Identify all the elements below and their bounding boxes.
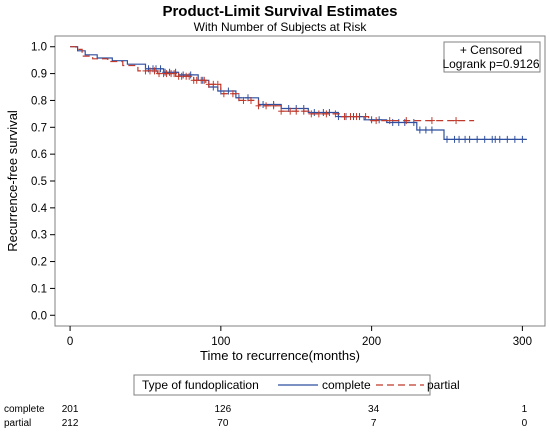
plot-frame — [54, 35, 546, 327]
censor-mark-complete — [326, 109, 333, 117]
censor-mark-complete — [519, 135, 526, 143]
censor-mark-complete — [260, 100, 267, 108]
censor-mark-partial — [332, 110, 339, 118]
censor-mark-partial — [171, 70, 178, 78]
censor-mark-partial — [214, 80, 221, 88]
censor-mark-partial — [341, 113, 348, 121]
censor-mark-partial — [278, 107, 285, 115]
censor-mark-complete — [157, 65, 164, 73]
censor-mark-partial — [263, 102, 270, 110]
censor-mark-partial — [353, 113, 360, 121]
y-tick-label: 0.4 — [31, 203, 48, 215]
censor-mark-complete — [166, 68, 173, 76]
x-tick-label: 100 — [211, 336, 230, 348]
risk-count: 0 — [522, 418, 528, 429]
censor-mark-partial — [373, 117, 380, 125]
censor-mark-complete — [511, 135, 518, 143]
y-axis: 0.0 0.1 0.2 0.3 0.4 0.5 0.6 0.7 0.8 0.9 1.0 — [31, 42, 55, 322]
logrank-pvalue: Logrank p=0.9126 — [442, 57, 539, 71]
x-tick-label: 0 — [67, 336, 73, 348]
risk-count: 212 — [62, 418, 79, 429]
y-tick-label: 0.3 — [31, 230, 47, 242]
censor-mark-partial — [386, 117, 393, 125]
series-layer — [70, 46, 527, 143]
censor-mark-partial — [270, 102, 277, 110]
censor-mark-complete — [320, 109, 327, 117]
inset-frame — [443, 41, 541, 73]
censor-mark-complete — [311, 109, 318, 117]
censor-mark-partial — [255, 102, 262, 110]
censor-mark-partial — [362, 113, 369, 121]
censor-mark-partial — [248, 96, 254, 104]
risk-count: 126 — [215, 404, 232, 415]
censor-mark-partial — [428, 117, 435, 125]
risk-row-label: partial — [4, 418, 31, 429]
censor-mark-complete — [225, 87, 232, 95]
x-axis: 0 100 200 300 — [67, 326, 532, 348]
censor-mark-partial — [229, 90, 236, 98]
censor-mark-complete — [410, 118, 417, 126]
y-tick-label: 0.5 — [31, 176, 47, 188]
censor-mark-partial — [220, 90, 227, 98]
y-tick-label: 0.1 — [31, 283, 47, 295]
censor-mark-partial — [403, 117, 410, 125]
censor-mark-complete — [444, 135, 450, 143]
censor-mark-partial — [323, 110, 330, 118]
y-tick-label: 0.9 — [31, 69, 47, 81]
legend-title: Type of fundoplication — [142, 378, 259, 392]
risk-count: 70 — [217, 418, 229, 429]
censor-mark-partial — [293, 107, 300, 115]
censor-mark-complete — [428, 126, 435, 134]
censor-mark-partial — [201, 76, 208, 84]
risk-count: 34 — [368, 404, 380, 415]
risk-count: 1 — [522, 404, 528, 415]
censor-mark-complete — [504, 135, 511, 143]
x-tick-label: 200 — [362, 336, 381, 348]
censor-mark-complete — [368, 116, 375, 124]
censor-mark-complete — [180, 71, 187, 79]
y-axis-label: Recurrence-free survival — [5, 110, 20, 252]
y-tick-label: 0.2 — [31, 257, 47, 269]
chart-subtitle: With Number of Subjects at Risk — [194, 20, 368, 34]
legend: Type of fundoplication complete partial — [133, 374, 460, 396]
censor-mark-partial — [453, 117, 460, 125]
censor-mark-complete — [416, 126, 423, 134]
y-tick-label: 0.8 — [31, 95, 47, 107]
censor-mark-partial — [287, 107, 294, 115]
y-tick-label: 0.6 — [31, 149, 47, 161]
censor-mark-partial — [315, 110, 322, 118]
censor-mark-complete — [474, 135, 481, 143]
risk-row-label: complete — [4, 404, 45, 415]
y-tick-label: 0.7 — [31, 122, 47, 134]
censor-mark-partial — [308, 110, 315, 118]
x-tick-label: 300 — [513, 336, 532, 348]
censor-mark-complete — [481, 135, 488, 143]
censor-mark-complete — [466, 135, 473, 143]
censor-mark-partial — [240, 96, 247, 104]
chart-title: Product-Limit Survival Estimates — [162, 3, 397, 20]
censor-mark-complete — [496, 135, 503, 143]
x-axis-label: Time to recurrence(months) — [200, 348, 360, 363]
censor-mark-partial — [300, 107, 307, 115]
y-tick-label: 0.0 — [31, 310, 47, 322]
y-tick-label: 1.0 — [31, 42, 47, 54]
censor-mark-complete — [422, 126, 429, 134]
risk-count: 201 — [62, 404, 79, 415]
legend-label-partial: partial — [427, 378, 460, 392]
censor-mark-complete — [456, 135, 463, 143]
censor-mark-complete — [187, 71, 194, 79]
censor-mark-partial — [151, 67, 158, 75]
inset-box: + Censored Logrank p=0.9126 — [442, 41, 541, 73]
censored-note: + Censored — [460, 43, 522, 57]
censor-mark-complete — [376, 116, 383, 124]
legend-label-complete: complete — [322, 378, 371, 392]
risk-count: 7 — [371, 418, 377, 429]
censor-mark-partial — [347, 113, 354, 121]
censor-mark-partial — [186, 72, 193, 80]
survival-curve-partial — [70, 46, 475, 122]
